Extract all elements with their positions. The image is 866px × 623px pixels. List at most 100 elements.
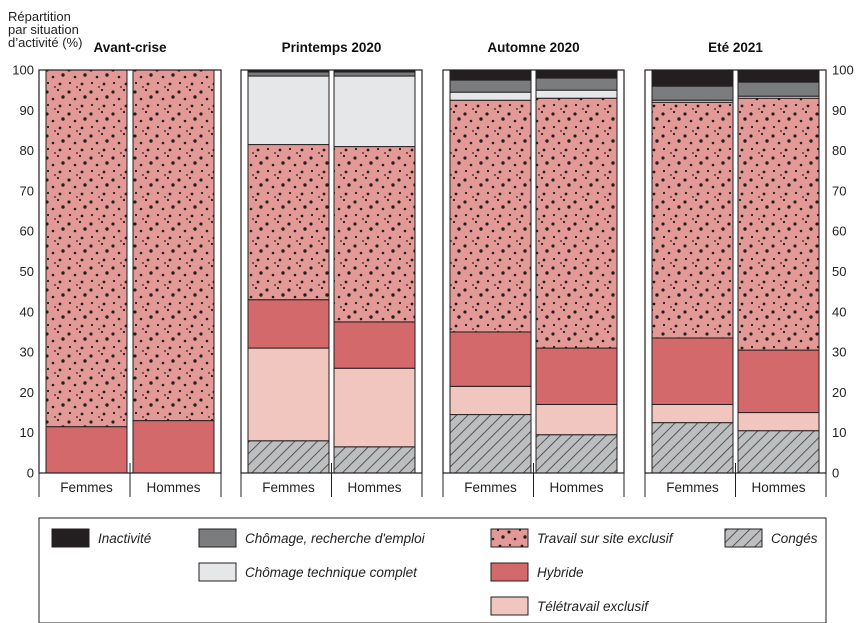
bar-segment-site bbox=[449, 99, 532, 333]
bar-segment-chomage_tech bbox=[333, 75, 416, 148]
y-tick-label-right: 60 bbox=[832, 224, 846, 239]
bar-stack bbox=[449, 69, 532, 474]
y-axis-title-line: par situation bbox=[8, 22, 79, 37]
legend-swatch bbox=[490, 596, 529, 616]
bar-segment-hybride bbox=[45, 426, 128, 474]
legend-label: Chômage technique complet bbox=[245, 565, 418, 580]
chart-panels: 0 10 20 30 40 50 60 70 80 90 100 0 10 20 30 40 50 60 70 80 9… bbox=[12, 40, 854, 497]
category-label: Hommes bbox=[549, 480, 603, 495]
category-label: Hommes bbox=[347, 480, 401, 495]
bar-segment-hybride bbox=[651, 337, 734, 405]
bar-segment-conges bbox=[247, 440, 330, 474]
bar-segment-conges bbox=[333, 446, 416, 474]
legend-frame bbox=[38, 517, 827, 623]
bar-segment-inactivite bbox=[737, 69, 820, 83]
legend-swatch bbox=[198, 562, 237, 582]
bar-segment-inactivite bbox=[449, 69, 532, 81]
bar-segment-inactivite bbox=[535, 69, 618, 79]
bar-segment-site bbox=[535, 97, 618, 349]
legend-label: Inactivité bbox=[98, 531, 151, 546]
legend-item-hybride: Hybride bbox=[490, 562, 584, 582]
bar-segment-site bbox=[333, 146, 416, 323]
bar-stack bbox=[247, 69, 330, 474]
bar-stack bbox=[651, 69, 734, 474]
legend-item-conges: Congés bbox=[724, 528, 818, 548]
bar-segment-site bbox=[651, 101, 734, 339]
legend-item-teletravail: Télétravail exclusif bbox=[490, 596, 649, 616]
legend-label: Congés bbox=[771, 531, 818, 546]
bar-segment-conges bbox=[535, 434, 618, 474]
bar-segment-teletravail bbox=[333, 367, 416, 448]
bar-segment-conges bbox=[651, 422, 734, 474]
y-axis-title-line: d’activité (%) bbox=[8, 35, 82, 50]
y-tick-label-left: 10 bbox=[20, 425, 34, 440]
bar-stack bbox=[45, 69, 128, 474]
bar-segment-teletravail bbox=[535, 403, 618, 436]
legend-item-inactivite: Inactivité bbox=[51, 528, 151, 548]
bar-segment-chomage_tech bbox=[449, 91, 532, 101]
bar-segment-chomage bbox=[333, 71, 416, 77]
bar-segment-chomage bbox=[737, 81, 820, 97]
category-label: Femmes bbox=[464, 480, 517, 495]
legend-swatch bbox=[724, 528, 763, 548]
bar-segment-chomage_tech bbox=[535, 89, 618, 99]
legend-label: Télétravail exclusif bbox=[537, 599, 649, 614]
legend-swatch bbox=[490, 528, 529, 548]
category-label: Femmes bbox=[666, 480, 719, 495]
y-tick-label-right: 100 bbox=[832, 63, 854, 78]
y-tick-label-left: 80 bbox=[20, 143, 34, 158]
y-tick-label-left: 60 bbox=[20, 224, 34, 239]
y-tick-label-left: 90 bbox=[20, 103, 34, 118]
bar-segment-site bbox=[247, 144, 330, 301]
bar-segment-hybride bbox=[449, 331, 532, 387]
legend-swatch bbox=[198, 528, 237, 548]
bar-segment-chomage bbox=[247, 71, 330, 77]
y-tick-label-right: 20 bbox=[832, 385, 846, 400]
y-tick-label-right: 10 bbox=[832, 425, 846, 440]
y-tick-label-right: 90 bbox=[832, 103, 846, 118]
y-tick-label-right: 50 bbox=[832, 264, 846, 279]
legend-item-chomage: Chômage, recherche d'emploi bbox=[198, 528, 426, 548]
legend-item-chomage_tech: Chômage technique complet bbox=[198, 562, 418, 582]
legend-item-site: Travail sur site exclusif bbox=[490, 528, 674, 548]
legend-label: Hybride bbox=[537, 565, 584, 580]
bar-segment-inactivite bbox=[651, 69, 734, 87]
bar-segment-teletravail bbox=[247, 347, 330, 442]
bar-segment-chomage_tech bbox=[247, 75, 330, 146]
bar-segment-site bbox=[132, 69, 215, 422]
y-tick-label-left: 40 bbox=[20, 304, 34, 319]
bar-segment-teletravail bbox=[449, 385, 532, 416]
y-tick-label-right: 80 bbox=[832, 143, 846, 158]
panel-title: Avant-crise bbox=[93, 40, 167, 55]
legend-swatch bbox=[490, 562, 529, 582]
bar-segment-chomage bbox=[651, 85, 734, 101]
bar-segment-hybride bbox=[132, 420, 215, 474]
legend-label: Travail sur site exclusif bbox=[537, 531, 674, 546]
bar-stack bbox=[737, 69, 820, 474]
bar-stack bbox=[333, 69, 416, 474]
bar-segment-conges bbox=[737, 430, 820, 474]
bar-segment-conges bbox=[449, 414, 532, 474]
bar-segment-hybride bbox=[535, 347, 618, 405]
legend-swatch bbox=[51, 528, 90, 548]
y-tick-label-left: 50 bbox=[20, 264, 34, 279]
bar-segment-chomage bbox=[535, 77, 618, 91]
bar-segment-teletravail bbox=[737, 412, 820, 432]
bar-segment-site bbox=[737, 97, 820, 351]
legend-label: Chômage, recherche d'emploi bbox=[245, 531, 426, 546]
y-tick-label-left: 30 bbox=[20, 345, 34, 360]
panel-title: Automne 2020 bbox=[487, 40, 579, 55]
panel-title: Printemps 2020 bbox=[282, 40, 382, 55]
panel: Automne 2020 Femmes Hommes bbox=[442, 40, 625, 497]
bar-segment-teletravail bbox=[651, 403, 734, 424]
panel: Printemps 2020 Femmes Hommes bbox=[240, 40, 423, 497]
bar-stack bbox=[535, 69, 618, 474]
y-axis-title-line: Répartition bbox=[8, 9, 71, 24]
category-label: Femmes bbox=[262, 480, 315, 495]
y-tick-label-left: 70 bbox=[20, 183, 34, 198]
bar-segment-hybride bbox=[737, 349, 820, 414]
category-label: Femmes bbox=[60, 480, 113, 495]
